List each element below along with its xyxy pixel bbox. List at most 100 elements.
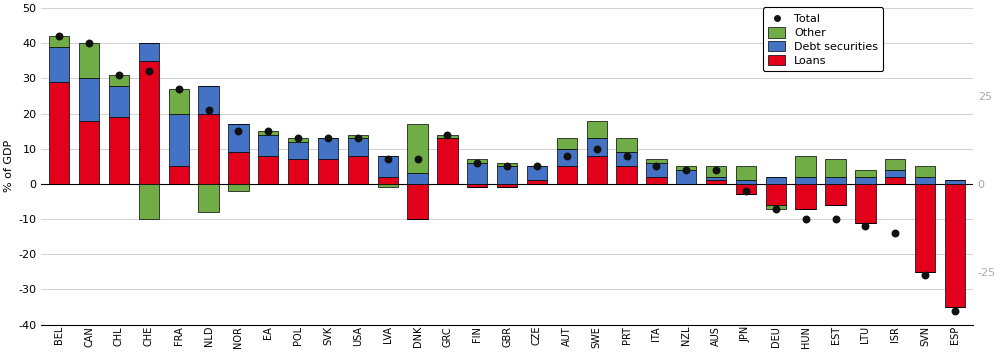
Bar	[497, 166, 517, 184]
Point	[350, 136, 366, 141]
Point	[260, 128, 276, 134]
Bar	[497, 184, 517, 188]
Bar	[676, 170, 696, 184]
Bar	[378, 184, 398, 188]
Legend: Total, Other, Debt securities, Loans: Total, Other, Debt securities, Loans	[763, 7, 883, 71]
Bar	[795, 177, 816, 184]
Point	[320, 136, 336, 141]
Bar	[378, 156, 398, 177]
Bar	[616, 152, 637, 166]
Point	[828, 216, 844, 222]
Bar	[766, 177, 786, 184]
Bar	[825, 184, 846, 205]
Point	[887, 230, 903, 236]
Bar	[318, 138, 338, 159]
Bar	[139, 43, 159, 61]
Bar	[198, 114, 219, 184]
Bar	[407, 184, 428, 219]
Bar	[467, 163, 487, 184]
Bar	[646, 163, 667, 177]
Point	[559, 153, 575, 159]
Bar	[198, 86, 219, 114]
Bar	[795, 156, 816, 177]
Bar	[736, 181, 756, 184]
Bar	[139, 61, 159, 184]
Bar	[467, 184, 487, 188]
Point	[499, 164, 515, 169]
Bar	[587, 156, 607, 184]
Bar	[825, 159, 846, 177]
Bar	[945, 181, 965, 184]
Bar	[169, 114, 189, 166]
Bar	[646, 177, 667, 184]
Point	[141, 69, 157, 74]
Bar	[49, 36, 69, 47]
Bar	[557, 166, 577, 184]
Point	[947, 308, 963, 313]
Bar	[616, 138, 637, 152]
Point	[171, 86, 187, 92]
Bar	[885, 159, 905, 170]
Point	[589, 146, 605, 152]
Point	[648, 164, 664, 169]
Bar	[706, 181, 726, 184]
Point	[230, 128, 246, 134]
Point	[857, 223, 873, 229]
Bar	[288, 159, 308, 184]
Bar	[348, 156, 368, 184]
Bar	[885, 177, 905, 184]
Bar	[437, 135, 458, 138]
Bar	[79, 78, 99, 121]
Bar	[646, 159, 667, 163]
Bar	[945, 184, 965, 307]
Point	[619, 153, 635, 159]
Point	[768, 206, 784, 211]
Bar	[766, 184, 786, 205]
Bar	[467, 159, 487, 163]
Bar	[198, 184, 219, 212]
Bar	[407, 124, 428, 174]
Bar	[855, 177, 876, 184]
Point	[917, 272, 933, 278]
Bar	[497, 163, 517, 166]
Bar	[736, 166, 756, 181]
Bar	[109, 75, 129, 86]
Bar	[348, 135, 368, 138]
Point	[469, 160, 485, 166]
Bar	[49, 82, 69, 184]
Bar	[885, 170, 905, 177]
Bar	[795, 184, 816, 208]
Bar	[587, 121, 607, 138]
Bar	[109, 117, 129, 184]
Bar	[407, 174, 428, 184]
Bar	[825, 177, 846, 184]
Bar	[766, 205, 786, 208]
Bar	[855, 184, 876, 222]
Point	[290, 136, 306, 141]
Bar	[616, 166, 637, 184]
Bar	[258, 135, 278, 156]
Bar	[527, 166, 547, 181]
Point	[410, 157, 426, 162]
Bar	[915, 166, 935, 177]
Bar	[109, 86, 129, 117]
Bar	[706, 177, 726, 181]
Point	[439, 132, 455, 138]
Bar	[318, 159, 338, 184]
Bar	[915, 177, 935, 184]
Bar	[676, 166, 696, 170]
Bar	[557, 149, 577, 166]
Bar	[228, 184, 249, 191]
Bar	[79, 43, 99, 78]
Bar	[706, 166, 726, 177]
Point	[678, 167, 694, 173]
Point	[708, 167, 724, 173]
Point	[201, 107, 217, 113]
Point	[81, 40, 97, 46]
Bar	[587, 138, 607, 156]
Bar	[258, 131, 278, 135]
Bar	[348, 138, 368, 156]
Point	[738, 188, 754, 194]
Bar	[288, 142, 308, 159]
Bar	[139, 184, 159, 219]
